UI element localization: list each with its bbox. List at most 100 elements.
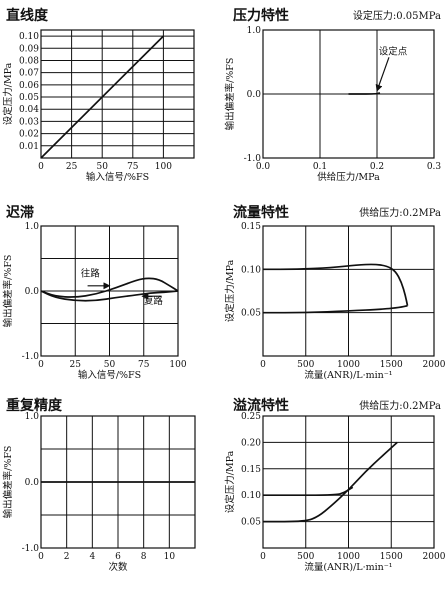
x-tick-label: 8	[141, 552, 147, 562]
x-tick-label: 2000	[423, 552, 446, 562]
series-line-1	[40, 277, 179, 298]
relief-characteristic-panel: 溢流特性 供给压力:0.2MPa 0 500 1000 1500 2000 0.05 0.10 0…	[224, 397, 446, 573]
y-tick-label: -1.0	[22, 544, 40, 554]
series-line-2	[263, 304, 408, 314]
y-axis-label: 设定压力/MPa	[2, 62, 14, 125]
y-tick-label: 0.07	[19, 69, 39, 79]
y-tick-label: 0.0	[247, 90, 262, 100]
y-tick-label: 0.04	[19, 105, 39, 115]
x-tick-label: 0.1	[313, 162, 327, 172]
y-tick-label: -1.0	[244, 154, 262, 164]
y-tick-label: 0.06	[19, 81, 39, 91]
y-tick-label: 0.0	[25, 287, 40, 297]
chart-title: 直线度	[6, 7, 49, 24]
x-tick-label: 0	[38, 552, 44, 562]
chart-note: 设定压力:0.05MPa	[353, 9, 441, 22]
y-tick-label: 0.05	[241, 309, 261, 319]
annotation-label: 复路	[144, 295, 164, 307]
y-tick-label: 0.15	[241, 222, 261, 232]
series-line-1	[40, 35, 164, 159]
flow-characteristic-panel: 流量特性 供给压力:0.2MPa 0 500 1000 1500 2000 0.05 0.10 0…	[224, 204, 446, 381]
x-tick-label: 75	[127, 162, 139, 172]
y-tick-label: 0.25	[241, 412, 261, 422]
x-tick-label: 4	[89, 552, 95, 562]
y-tick-label: -1.0	[22, 352, 40, 362]
chart-title: 压力特性	[233, 7, 289, 24]
y-tick-label: 0.01	[19, 142, 39, 152]
x-tick-label: 2	[64, 552, 70, 562]
plot-frame	[262, 29, 435, 159]
series-line-1	[263, 263, 409, 306]
repeatability-panel: 重复精度 0 2 4 6 8 10 -1.0 0.0 1.0 次数 输出偏差率/%FS	[2, 397, 196, 573]
y-tick-label: 1.0	[25, 222, 40, 232]
x-axis-label: 输入信号/%FS	[86, 171, 149, 183]
x-tick-label: 0.3	[427, 162, 442, 172]
x-tick-label: 2000	[423, 360, 446, 370]
series-line-2	[40, 290, 179, 302]
y-axis-label: 输出偏差率/%FS	[224, 58, 236, 131]
linearity-panel: 直线度 0 25 50 75 100 0.01 0.02 0.03 0.04 0.05 0.06 0.0…	[2, 7, 195, 183]
chart-title: 迟滞	[6, 204, 34, 221]
x-tick-label: 100	[169, 360, 186, 370]
x-tick-label: 25	[70, 360, 82, 370]
x-tick-label: 6	[115, 552, 121, 562]
x-tick-label: 100	[155, 162, 172, 172]
y-tick-label: 0.0	[25, 478, 40, 488]
x-axis-label: 次数	[108, 561, 128, 573]
x-axis-label: 供给压力/MPa	[317, 171, 380, 183]
y-tick-label: 0.20	[241, 438, 261, 448]
x-axis-label: 流量(ANR)/L·min⁻¹	[304, 369, 392, 381]
x-tick-label: 1000	[337, 552, 360, 562]
x-tick-label: 75	[138, 360, 150, 370]
x-tick-label: 500	[297, 552, 314, 562]
y-tick-label: 0.03	[19, 117, 39, 127]
x-tick-label: 0	[260, 360, 266, 370]
y-axis-label: 设定压力/MPa	[224, 450, 236, 513]
x-tick-label: 1500	[380, 360, 403, 370]
x-tick-label: 1000	[337, 360, 360, 370]
plot-frame	[262, 225, 435, 357]
annotation-label: 往路	[81, 268, 101, 280]
chart-title: 重复精度	[6, 397, 63, 414]
chart-title: 溢流特性	[233, 397, 289, 414]
hysteresis-panel: 迟滞 0 25 50 75 100 -1.0 0.0 1.0 输入信号/%FS 输出偏差率/%FS 往…	[2, 204, 187, 381]
y-tick-label: 0.08	[19, 56, 39, 66]
plot-frame	[262, 415, 435, 549]
x-axis-label: 输入信号/%FS	[78, 369, 141, 381]
x-tick-label: 0	[38, 360, 44, 370]
series-line-1	[348, 91, 381, 95]
x-tick-label: 10	[164, 552, 176, 562]
x-tick-label: 25	[66, 162, 78, 172]
x-tick-label: 50	[104, 360, 116, 370]
y-tick-label: 0.10	[19, 32, 39, 42]
y-axis-label: 设定压力/MPa	[224, 259, 236, 322]
x-tick-label: 0.0	[256, 162, 271, 172]
x-tick-label: 500	[297, 360, 314, 370]
chart-title: 流量特性	[233, 204, 289, 221]
annotation-label: 设定点	[379, 45, 408, 57]
series-line-2	[263, 441, 398, 523]
x-tick-label: 0	[38, 162, 44, 172]
y-tick-label: 0.09	[19, 44, 39, 54]
plot-frame	[40, 29, 195, 159]
x-tick-label: 0.2	[370, 162, 384, 172]
series-line-1	[263, 486, 354, 497]
y-tick-label: 1.0	[247, 26, 262, 36]
y-tick-label: 0.05	[19, 93, 39, 103]
chart-note: 供给压力:0.2MPa	[359, 399, 441, 412]
y-tick-label: 0.10	[241, 265, 261, 275]
y-tick-label: 0.10	[241, 491, 261, 501]
x-axis-label: 流量(ANR)/L·min⁻¹	[304, 561, 392, 573]
annotation-arrow	[375, 57, 390, 92]
chart-note: 供给压力:0.2MPa	[359, 206, 441, 219]
x-tick-label: 50	[96, 162, 108, 172]
y-axis-label: 输出偏差率/%FS	[2, 446, 14, 519]
y-axis-label: 输出偏差率/%FS	[2, 255, 14, 328]
y-tick-label: 1.0	[25, 412, 40, 422]
y-tick-label: 0.05	[241, 518, 261, 528]
x-tick-label: 1500	[380, 552, 403, 562]
y-tick-label: 0.15	[241, 465, 261, 475]
y-tick-label: 0.02	[19, 130, 39, 140]
